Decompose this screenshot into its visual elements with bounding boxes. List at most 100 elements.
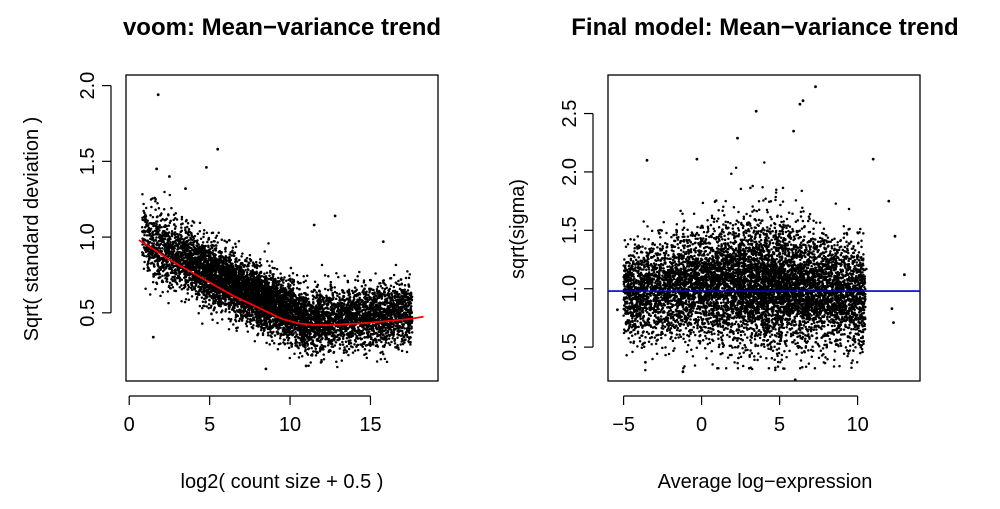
voom-data-point bbox=[380, 295, 384, 298]
voom-data-point bbox=[354, 278, 357, 282]
voom-data-point bbox=[314, 296, 317, 300]
voom-data-point bbox=[157, 207, 161, 210]
voom-data-point bbox=[141, 218, 144, 221]
voom-data-point bbox=[365, 307, 369, 310]
voom-data-point bbox=[277, 276, 280, 280]
voom-data-point bbox=[347, 336, 351, 339]
voom-data-point bbox=[150, 242, 154, 245]
voom-y-axis-label: Sqrt( standard deviation ) bbox=[21, 117, 43, 342]
voom-data-point bbox=[361, 312, 365, 316]
voom-data-point bbox=[406, 270, 409, 273]
voom-data-point bbox=[346, 303, 349, 307]
voom-data-point bbox=[401, 324, 405, 328]
voom-data-point bbox=[321, 325, 324, 329]
voom-data-point bbox=[234, 316, 238, 319]
voom-data-point bbox=[148, 293, 152, 296]
voom-data-point bbox=[364, 352, 368, 355]
voom-data-point bbox=[201, 322, 204, 325]
voom-data-point bbox=[372, 311, 376, 314]
voom-data-point bbox=[394, 307, 398, 310]
voom-data-point bbox=[145, 255, 148, 258]
voom-data-point bbox=[368, 291, 371, 294]
voom-data-point bbox=[143, 225, 147, 229]
voom-data-point bbox=[364, 293, 368, 296]
voom-data-point bbox=[394, 294, 397, 298]
voom-data-point bbox=[403, 307, 407, 311]
voom-data-point bbox=[363, 340, 367, 344]
voom-data-point bbox=[190, 234, 193, 237]
voom-data-point bbox=[316, 293, 319, 296]
voom-data-point bbox=[215, 311, 218, 314]
voom-data-point bbox=[227, 239, 231, 242]
voom-data-point bbox=[185, 236, 189, 239]
voom-data-point bbox=[409, 341, 412, 344]
voom-data-point bbox=[201, 306, 204, 310]
voom-data-point bbox=[310, 353, 314, 356]
voom-data-point bbox=[265, 271, 269, 274]
voom-data-point bbox=[233, 251, 237, 255]
voom-data-point bbox=[162, 208, 166, 211]
voom-data-point bbox=[401, 339, 404, 343]
voom-data-point bbox=[335, 317, 339, 320]
voom-data-point bbox=[331, 291, 334, 295]
voom-data-point bbox=[368, 330, 371, 334]
voom-data-point bbox=[384, 298, 387, 301]
voom-data-point bbox=[287, 278, 290, 282]
voom-data-point bbox=[215, 234, 219, 237]
voom-data-point bbox=[377, 302, 381, 305]
voom-data-point bbox=[207, 303, 211, 306]
voom-data-point bbox=[374, 272, 377, 275]
voom-data-point bbox=[406, 289, 410, 292]
voom-data-point bbox=[341, 340, 344, 344]
voom-data-point bbox=[254, 260, 258, 264]
voom-data-point bbox=[399, 343, 402, 346]
voom-data-point bbox=[372, 301, 376, 305]
voom-data-point bbox=[383, 287, 387, 291]
voom-data-point bbox=[237, 240, 241, 243]
voom-data-point bbox=[173, 227, 177, 230]
voom-data-point bbox=[329, 280, 333, 284]
voom-data-point bbox=[403, 283, 407, 287]
voom-data-point bbox=[198, 304, 202, 308]
voom-data-point bbox=[300, 355, 304, 358]
voom-data-point bbox=[392, 273, 396, 277]
voom-data-point bbox=[323, 274, 327, 277]
voom-data-point bbox=[405, 350, 409, 354]
voom-data-point bbox=[345, 336, 349, 340]
voom-data-point bbox=[383, 282, 386, 285]
voom-data-point bbox=[384, 341, 388, 344]
voom-data-point bbox=[184, 230, 188, 234]
voom-data-point bbox=[355, 330, 358, 334]
voom-data-point bbox=[369, 318, 372, 321]
voom-data-point bbox=[365, 290, 368, 294]
voom-data-point bbox=[307, 297, 310, 301]
voom-data-point bbox=[186, 283, 190, 287]
voom-data-point bbox=[267, 242, 270, 245]
voom-data-point bbox=[348, 315, 352, 318]
voom-data-point bbox=[146, 219, 149, 222]
voom-data-point bbox=[396, 333, 399, 336]
voom-data-point bbox=[333, 303, 337, 307]
voom-data-point bbox=[362, 290, 365, 293]
voom-data-point bbox=[302, 275, 305, 278]
voom-data-point bbox=[379, 281, 382, 285]
voom-data-point bbox=[400, 282, 404, 286]
voom-data-point bbox=[142, 229, 145, 233]
voom-data-point bbox=[163, 248, 166, 251]
voom-data-point bbox=[143, 260, 146, 264]
voom-data-point bbox=[259, 328, 263, 332]
voom-data-point bbox=[169, 271, 173, 275]
voom-x-axis-label: log2( count size + 0.5 ) bbox=[181, 471, 384, 493]
voom-data-point bbox=[374, 340, 378, 344]
voom-data-point bbox=[256, 264, 259, 267]
voom-data-point bbox=[356, 293, 360, 297]
voom-data-point bbox=[316, 339, 320, 343]
voom-data-point bbox=[184, 219, 188, 223]
voom-data-point bbox=[263, 250, 266, 253]
voom-data-point bbox=[255, 272, 258, 276]
voom-data-point bbox=[392, 285, 396, 289]
voom-data-point bbox=[297, 356, 301, 359]
voom-data-point bbox=[342, 351, 346, 355]
voom-data-point bbox=[179, 230, 182, 234]
voom-data-point bbox=[377, 296, 381, 300]
